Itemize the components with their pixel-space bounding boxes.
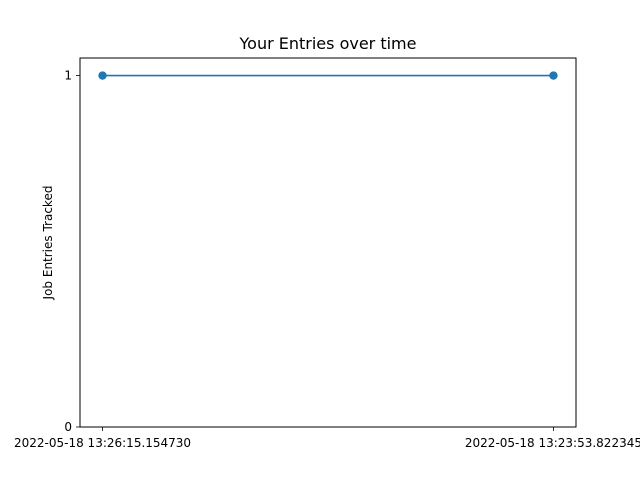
y-tick-label: 0 [64, 420, 72, 434]
series-layer [98, 71, 558, 80]
x-tick-label: 2022-05-18 13:26:15.154730 [14, 436, 191, 450]
y-tick-label: 1 [64, 69, 72, 83]
x-tick-label: 2022-05-18 13:23:53.822345 [465, 436, 640, 450]
data-point [98, 71, 107, 80]
data-point [549, 71, 558, 80]
y-axis-label: Job Entries Tracked [41, 186, 55, 301]
chart-title: Your Entries over time [239, 34, 417, 53]
plot-area [79, 57, 577, 428]
y-axis: 01 [64, 69, 80, 434]
x-axis: 2022-05-18 13:26:15.154730 2022-05-18 13:… [14, 427, 640, 450]
